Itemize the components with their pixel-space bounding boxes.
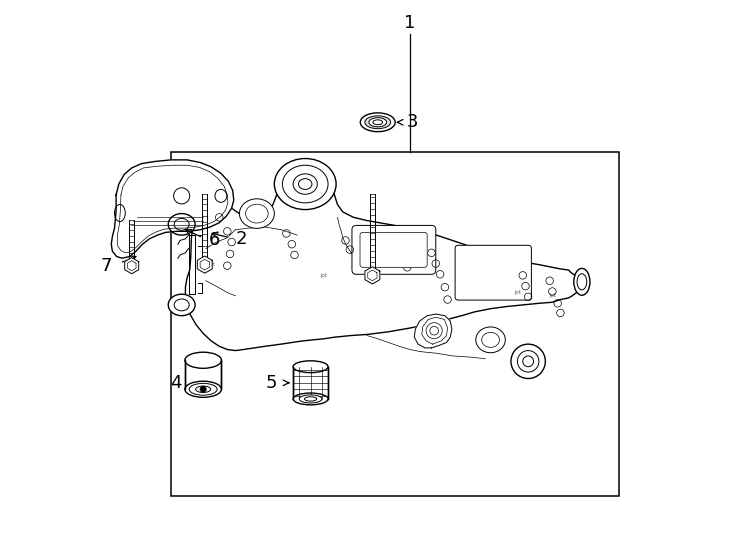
Ellipse shape	[360, 113, 395, 132]
Polygon shape	[112, 160, 233, 258]
Ellipse shape	[476, 327, 505, 353]
Ellipse shape	[293, 174, 317, 194]
Text: jot: jot	[321, 273, 327, 278]
Circle shape	[200, 386, 206, 393]
Ellipse shape	[574, 268, 590, 295]
Text: 6: 6	[208, 231, 220, 249]
Ellipse shape	[293, 393, 328, 405]
FancyBboxPatch shape	[360, 232, 427, 267]
Ellipse shape	[275, 159, 336, 210]
Text: 3: 3	[407, 113, 418, 131]
Circle shape	[511, 344, 545, 379]
Ellipse shape	[293, 361, 328, 373]
Text: 2: 2	[398, 235, 410, 253]
Text: 2: 2	[236, 230, 247, 248]
Text: jot: jot	[514, 290, 521, 295]
Polygon shape	[197, 256, 212, 273]
FancyBboxPatch shape	[455, 245, 531, 300]
Polygon shape	[414, 314, 452, 348]
Bar	[185, 360, 222, 389]
Bar	[293, 367, 328, 399]
Polygon shape	[365, 267, 379, 284]
Text: 4: 4	[170, 374, 181, 392]
Ellipse shape	[185, 381, 222, 397]
Ellipse shape	[369, 118, 387, 127]
Polygon shape	[186, 167, 579, 350]
Text: 7: 7	[101, 256, 112, 275]
Text: 1: 1	[404, 14, 415, 32]
Ellipse shape	[299, 395, 322, 403]
Bar	[171, 152, 619, 496]
Ellipse shape	[365, 116, 390, 129]
Ellipse shape	[168, 294, 195, 316]
Ellipse shape	[239, 199, 275, 228]
Polygon shape	[125, 258, 139, 274]
FancyBboxPatch shape	[352, 225, 436, 274]
Text: jot: jot	[549, 293, 556, 298]
Ellipse shape	[189, 383, 217, 395]
Text: 5: 5	[266, 374, 277, 392]
Text: jot: jot	[208, 262, 215, 267]
Ellipse shape	[185, 352, 222, 368]
Ellipse shape	[168, 214, 195, 235]
